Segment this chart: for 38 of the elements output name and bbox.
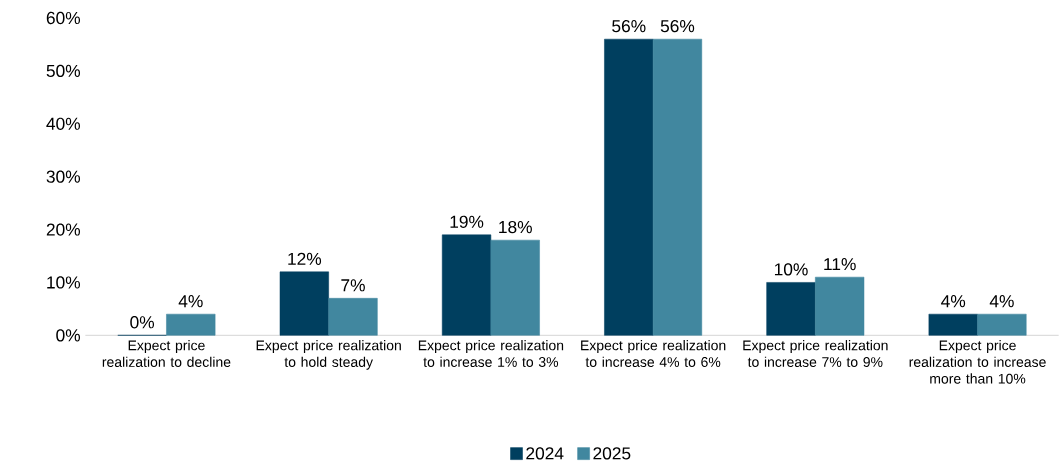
y-tick-label: 40% — [46, 117, 81, 130]
y-tick-label: 60% — [46, 11, 81, 25]
bar — [166, 313, 216, 336]
bar — [441, 234, 492, 336]
x-tick-label: Expect price realization to increase 7% to 9% — [743, 340, 888, 367]
legend-label: 2025 — [593, 447, 631, 460]
bar — [604, 38, 654, 336]
bar — [977, 313, 1027, 336]
y-tick-label: 10% — [47, 276, 81, 289]
bar — [815, 276, 865, 336]
y-tick-label: 0% — [56, 329, 81, 342]
data-label: 56% — [612, 19, 646, 33]
data-label: 4% — [941, 295, 966, 308]
data-label: 56% — [660, 19, 695, 33]
bar — [490, 239, 540, 336]
legend-label: 2024 — [526, 447, 564, 460]
data-label: 12% — [288, 252, 322, 265]
data-label: 7% — [341, 279, 365, 292]
data-label: 10% — [774, 263, 808, 276]
bar — [928, 313, 978, 336]
data-label: 19% — [450, 215, 484, 228]
y-tick-label: 20% — [46, 223, 81, 236]
bar — [279, 271, 329, 336]
data-label: 4% — [989, 295, 1014, 308]
x-tick-label: Expect price realization to decline — [102, 340, 231, 367]
bar — [328, 298, 378, 336]
x-tick-label: Expect price realization to increase 4% to 6% — [581, 340, 726, 367]
bar — [652, 38, 703, 336]
x-tick-label: Expect price realization to increase more than 10% — [909, 340, 1046, 384]
bar — [766, 282, 816, 336]
data-label: 4% — [178, 295, 203, 308]
x-tick-label: Expect price realization to hold steady — [256, 340, 401, 370]
data-label: 18% — [499, 220, 532, 234]
data-label: 11% — [824, 258, 856, 271]
y-tick-label: 50% — [46, 64, 81, 78]
data-label: 0% — [130, 316, 155, 329]
x-tick-label: Expect price realization to increase 1% to 3% — [418, 340, 564, 367]
y-tick-label: 30% — [46, 170, 81, 183]
